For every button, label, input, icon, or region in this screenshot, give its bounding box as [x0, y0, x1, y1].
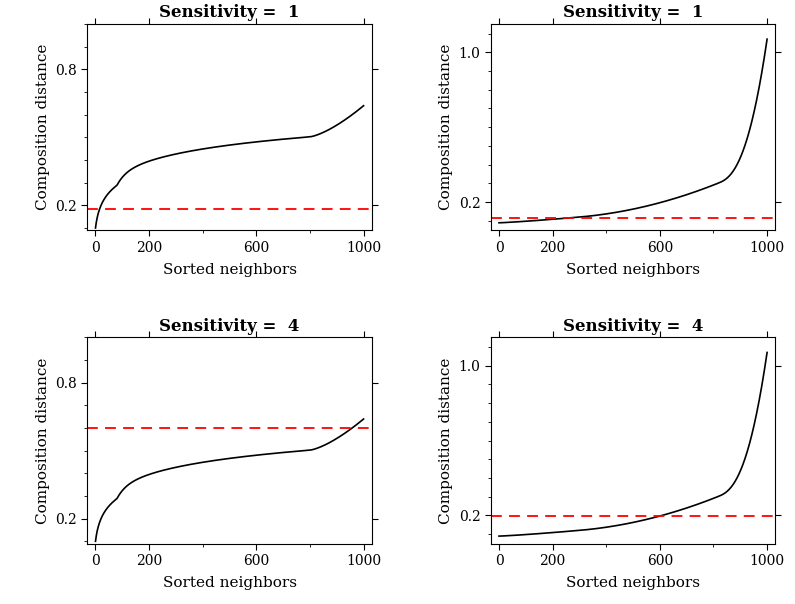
X-axis label: Sorted neighbors: Sorted neighbors [566, 576, 700, 590]
X-axis label: Sorted neighbors: Sorted neighbors [566, 263, 700, 277]
X-axis label: Sorted neighbors: Sorted neighbors [162, 576, 297, 590]
Title: Sensitivity =  4: Sensitivity = 4 [159, 318, 300, 335]
Title: Sensitivity =  1: Sensitivity = 1 [159, 4, 300, 21]
Y-axis label: Composition distance: Composition distance [36, 358, 50, 524]
Title: Sensitivity =  4: Sensitivity = 4 [563, 318, 704, 335]
Y-axis label: Composition distance: Composition distance [439, 44, 453, 210]
Y-axis label: Composition distance: Composition distance [439, 358, 453, 524]
X-axis label: Sorted neighbors: Sorted neighbors [162, 263, 297, 277]
Y-axis label: Composition distance: Composition distance [36, 44, 50, 210]
Title: Sensitivity =  1: Sensitivity = 1 [563, 4, 704, 21]
